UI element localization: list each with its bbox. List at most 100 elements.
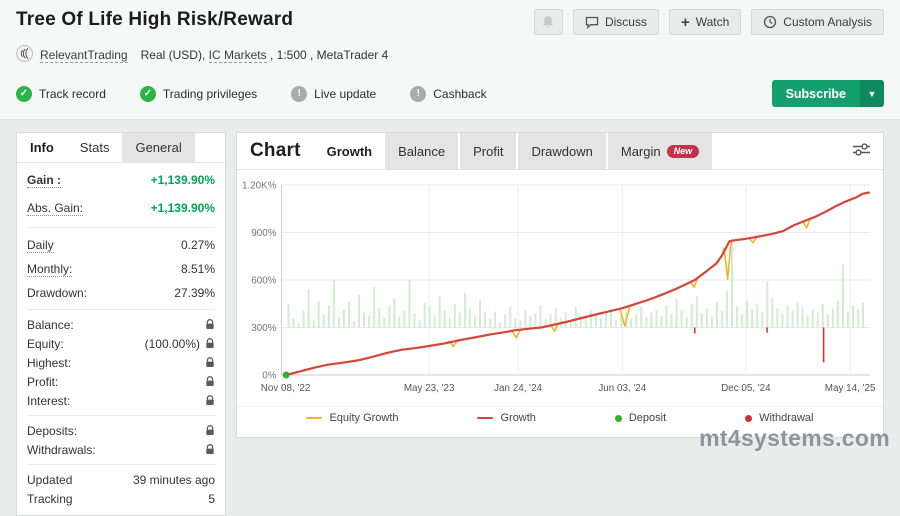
stat-label: Gain : (27, 172, 62, 188)
chart-tab-chart[interactable]: Chart (237, 133, 314, 169)
badge-label: Track record (39, 86, 106, 101)
info-tab-general[interactable]: General (122, 133, 195, 162)
stat-row-balance: Balance: (27, 315, 215, 334)
badge-label: Cashback (433, 86, 487, 101)
check-icon: ✓ (139, 85, 156, 102)
stat-row-deposits: Deposits: (27, 421, 215, 440)
subscribe-button[interactable]: Subscribe ▼ (771, 80, 884, 107)
legend-label: Withdrawal (759, 412, 814, 424)
chart-panel: Chart Growth Balance Profit Drawdown Margin Ne… (236, 132, 884, 438)
stat-label: Monthly: (27, 261, 73, 277)
watch-label: Watch (695, 15, 730, 29)
trader-link[interactable]: RelevantTrading (40, 47, 128, 63)
check-icon: ✓ (16, 85, 32, 102)
tab-label: Stats (79, 140, 110, 155)
stat-value: 8.51% (180, 262, 215, 276)
tab-label: Profit (473, 143, 504, 159)
stat-value (200, 357, 215, 368)
badge-label: Trading privileges (162, 86, 258, 101)
svg-text:May 23, '23: May 23, '23 (404, 383, 455, 394)
chart-tab-profit[interactable]: Profit (460, 133, 517, 169)
custom-analysis-label: Custom Analysis (783, 15, 872, 29)
stat-row-daily: Daily 0.27% (27, 233, 215, 257)
watch-button[interactable]: + Watch (668, 9, 742, 35)
stat-row-updated: Updated 39 minutes ago (27, 470, 215, 489)
stat-value (200, 319, 215, 330)
legend-item-growth: Growth (477, 412, 536, 424)
header-actions: Discuss + Watch Custom Analysis (533, 9, 884, 35)
broker-link[interactable]: IC Markets (208, 48, 267, 63)
stat-row-interest: Interest: (27, 391, 215, 410)
stat-label: Deposits: (27, 423, 78, 438)
plus-icon: + (680, 13, 690, 31)
growth-chart[interactable]: 0% 300% 600% 900% 1.20K% Nov 08, '22 May 23, '… (237, 170, 883, 408)
tab-label: Balance (398, 143, 446, 159)
legend-label: Equity Growth (329, 412, 399, 424)
info-icon: ! (410, 85, 427, 102)
page-header: Tree Of Life High Risk/Reward Discuss + … (0, 0, 900, 120)
legend-item-withdrawal: Withdrawal (745, 412, 813, 424)
stat-label: Drawdown: (27, 285, 88, 300)
lock-icon (205, 319, 215, 330)
lock-icon (205, 357, 215, 368)
lock-icon (205, 444, 215, 455)
svg-text:May 14, '25: May 14, '25 (825, 383, 876, 394)
stat-label: Balance: (27, 317, 74, 332)
notifications-button[interactable] (533, 9, 563, 35)
svg-text:Jan 24, '24: Jan 24, '24 (494, 383, 542, 394)
stat-value: 5 (208, 491, 215, 506)
tab-label: Chart (250, 140, 301, 161)
chart-tab-growth[interactable]: Growth (314, 133, 386, 169)
stat-label: Highest: (27, 355, 72, 370)
info-tab-stats[interactable]: Stats (67, 133, 123, 162)
clock-icon (763, 15, 777, 29)
verification-badge-cashback: ! Cashback (410, 85, 487, 102)
svg-text:Jun 03, '24: Jun 03, '24 (598, 383, 646, 394)
svg-text:300%: 300% (251, 323, 276, 334)
account-type: Real (USD), (140, 48, 209, 62)
verification-badge-trading-privileges: ✓ Trading privileges (139, 85, 258, 102)
verification-badge-track-record: ✓ Track record (16, 85, 106, 102)
chevron-down-icon[interactable]: ▼ (860, 80, 884, 107)
chart-tab-balance[interactable]: Balance (385, 133, 459, 169)
lock-icon (205, 376, 215, 387)
legend-label: Growth (500, 412, 536, 424)
stat-row-abs-gain: Abs. Gain: +1,139.90% (27, 194, 215, 222)
legend-item-equity-growth: Equity Growth (306, 412, 399, 424)
custom-analysis-button[interactable]: Custom Analysis (751, 9, 884, 35)
discuss-button[interactable]: Discuss (572, 9, 659, 35)
stat-label: Interest: (27, 393, 71, 408)
svg-text:1.20K%: 1.20K% (242, 180, 277, 191)
info-icon: ! (291, 85, 308, 102)
legend-line-swatch (477, 416, 494, 420)
stat-row-equity: Equity: (100.00%) (27, 334, 215, 353)
stat-value (200, 425, 215, 436)
stat-value (200, 444, 215, 455)
chart-tab-drawdown[interactable]: Drawdown (518, 133, 606, 169)
row-separator (27, 415, 215, 416)
stat-label: Daily (27, 237, 54, 253)
watermark: mt4systems.com (699, 425, 890, 451)
stat-row-highest: Highest: (27, 353, 215, 372)
tab-label: General (135, 140, 182, 155)
legend-dot-swatch (745, 414, 753, 422)
stat-value: +1,139.90% (150, 173, 215, 187)
chart-tab-margin[interactable]: Margin New (607, 133, 713, 169)
new-badge: New (666, 144, 700, 158)
svg-text:0%: 0% (262, 370, 276, 381)
account-details: , 1:500 , MetaTrader 4 (266, 48, 389, 62)
lock-icon (205, 338, 215, 349)
chart-settings-button[interactable] (849, 139, 874, 163)
info-tab-info[interactable]: Info (17, 133, 67, 162)
row-separator (27, 464, 215, 465)
stat-value (200, 376, 215, 387)
stat-value: (100.00%) (145, 337, 215, 351)
info-panel-tabs: Info Stats General (17, 133, 225, 163)
sliders-icon (852, 143, 871, 160)
verification-badges: ✓ Track record ✓ Trading privileges ! Live up… (16, 85, 487, 102)
stat-row-drawdown: Drawdown: 27.39% (27, 281, 215, 304)
svg-text:600%: 600% (251, 275, 276, 286)
legend-dot-swatch (614, 414, 622, 422)
stat-row-withdrawals: Withdrawals: (27, 440, 215, 459)
verification-badge-live-update: ! Live update (291, 85, 376, 102)
